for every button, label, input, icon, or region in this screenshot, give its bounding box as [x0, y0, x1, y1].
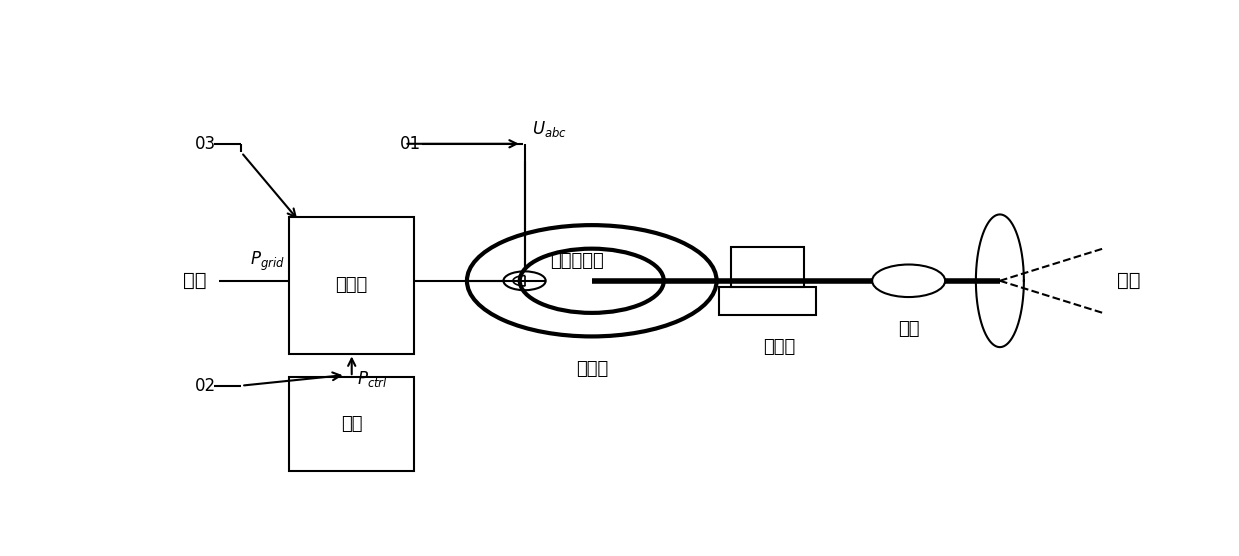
Text: 02: 02	[196, 376, 217, 395]
Text: 发电机: 发电机	[576, 360, 608, 378]
Text: 变流器: 变流器	[336, 276, 368, 294]
Text: 03: 03	[196, 135, 217, 153]
Text: 叶片: 叶片	[1116, 271, 1140, 290]
Text: 电网: 电网	[183, 271, 207, 290]
Text: $P_{ctrl}$: $P_{ctrl}$	[357, 369, 388, 389]
Bar	[731, 246, 804, 287]
Text: 主控: 主控	[341, 415, 363, 433]
Text: 电压传感器: 电压传感器	[550, 252, 605, 270]
Bar	[290, 216, 414, 354]
Text: $P_{grid}$: $P_{grid}$	[249, 250, 285, 273]
Text: 01: 01	[400, 135, 421, 153]
Bar	[720, 287, 815, 315]
Text: 齿轮箱: 齿轮箱	[763, 338, 795, 356]
Text: 轮毂: 轮毂	[898, 320, 919, 338]
Text: $U_{abc}$: $U_{abc}$	[533, 119, 567, 139]
Bar	[290, 377, 414, 471]
